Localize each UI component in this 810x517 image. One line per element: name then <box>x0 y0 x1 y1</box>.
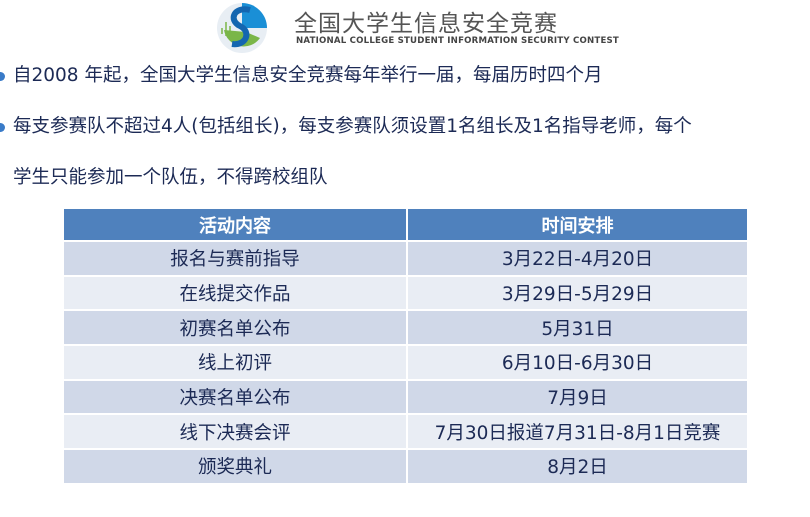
bullet-dot-icon <box>0 123 5 132</box>
bullet-text: 自2008 年起，全国大学生信息安全竞赛每年举行一届，每届历时四个月 <box>13 65 603 86</box>
table-row: 初赛名单公布 5月31日 <box>62 309 749 347</box>
activity-cell: 初赛名单公布 <box>62 309 408 347</box>
date-cell: 7月30日报道7月31日-8月1日竞赛 <box>406 413 749 451</box>
activity-cell: 报名与赛前指导 <box>62 240 408 277</box>
date-cell: 3月29日-5月29日 <box>406 274 749 312</box>
date-cell: 6月10日-6月30日 <box>406 344 749 381</box>
table-row: 在线提交作品 3月29日-5月29日 <box>62 274 749 312</box>
activity-cell: 决赛名单公布 <box>62 378 408 416</box>
column-header-schedule: 时间安排 <box>406 207 749 242</box>
bullet-text-continued: 学生只能参加一个队伍，不得跨校组队 <box>13 167 328 188</box>
bullet-text: 每支参赛队不超过4人(包括组长)，每支参赛队须设置1名组长及1名指导老师，每个 <box>13 116 692 137</box>
table-row: 线上初评 6月10日-6月30日 <box>62 344 749 381</box>
contest-title-en: NATIONAL COLLEGE STUDENT INFORMATION SEC… <box>296 36 619 46</box>
activity-cell: 线下决赛会评 <box>62 413 408 451</box>
schedule-table: 活动内容 时间安排 报名与赛前指导 3月22日-4月20日 在线提交作品 3月29日… <box>62 207 749 485</box>
activity-cell: 颁奖典礼 <box>62 448 408 485</box>
table-row: 线下决赛会评 7月30日报道7月31日-8月1日竞赛 <box>62 413 749 451</box>
date-cell: 8月2日 <box>406 448 749 485</box>
activity-cell: 在线提交作品 <box>62 274 408 312</box>
contest-title-cn: 全国大学生信息安全竞赛 <box>294 11 558 37</box>
date-cell: 7月9日 <box>406 378 749 416</box>
date-cell: 3月22日-4月20日 <box>406 240 749 277</box>
column-header-activity: 活动内容 <box>62 207 408 242</box>
date-cell: 5月31日 <box>406 309 749 347</box>
table-row: 报名与赛前指导 3月22日-4月20日 <box>62 240 749 277</box>
contest-logo-icon <box>217 3 267 53</box>
table-header-row: 活动内容 时间安排 <box>62 207 749 242</box>
activity-cell: 线上初评 <box>62 344 408 381</box>
bullet-dot-icon <box>0 72 5 81</box>
table-row: 决赛名单公布 7月9日 <box>62 378 749 416</box>
table-row: 颁奖典礼 8月2日 <box>62 448 749 485</box>
